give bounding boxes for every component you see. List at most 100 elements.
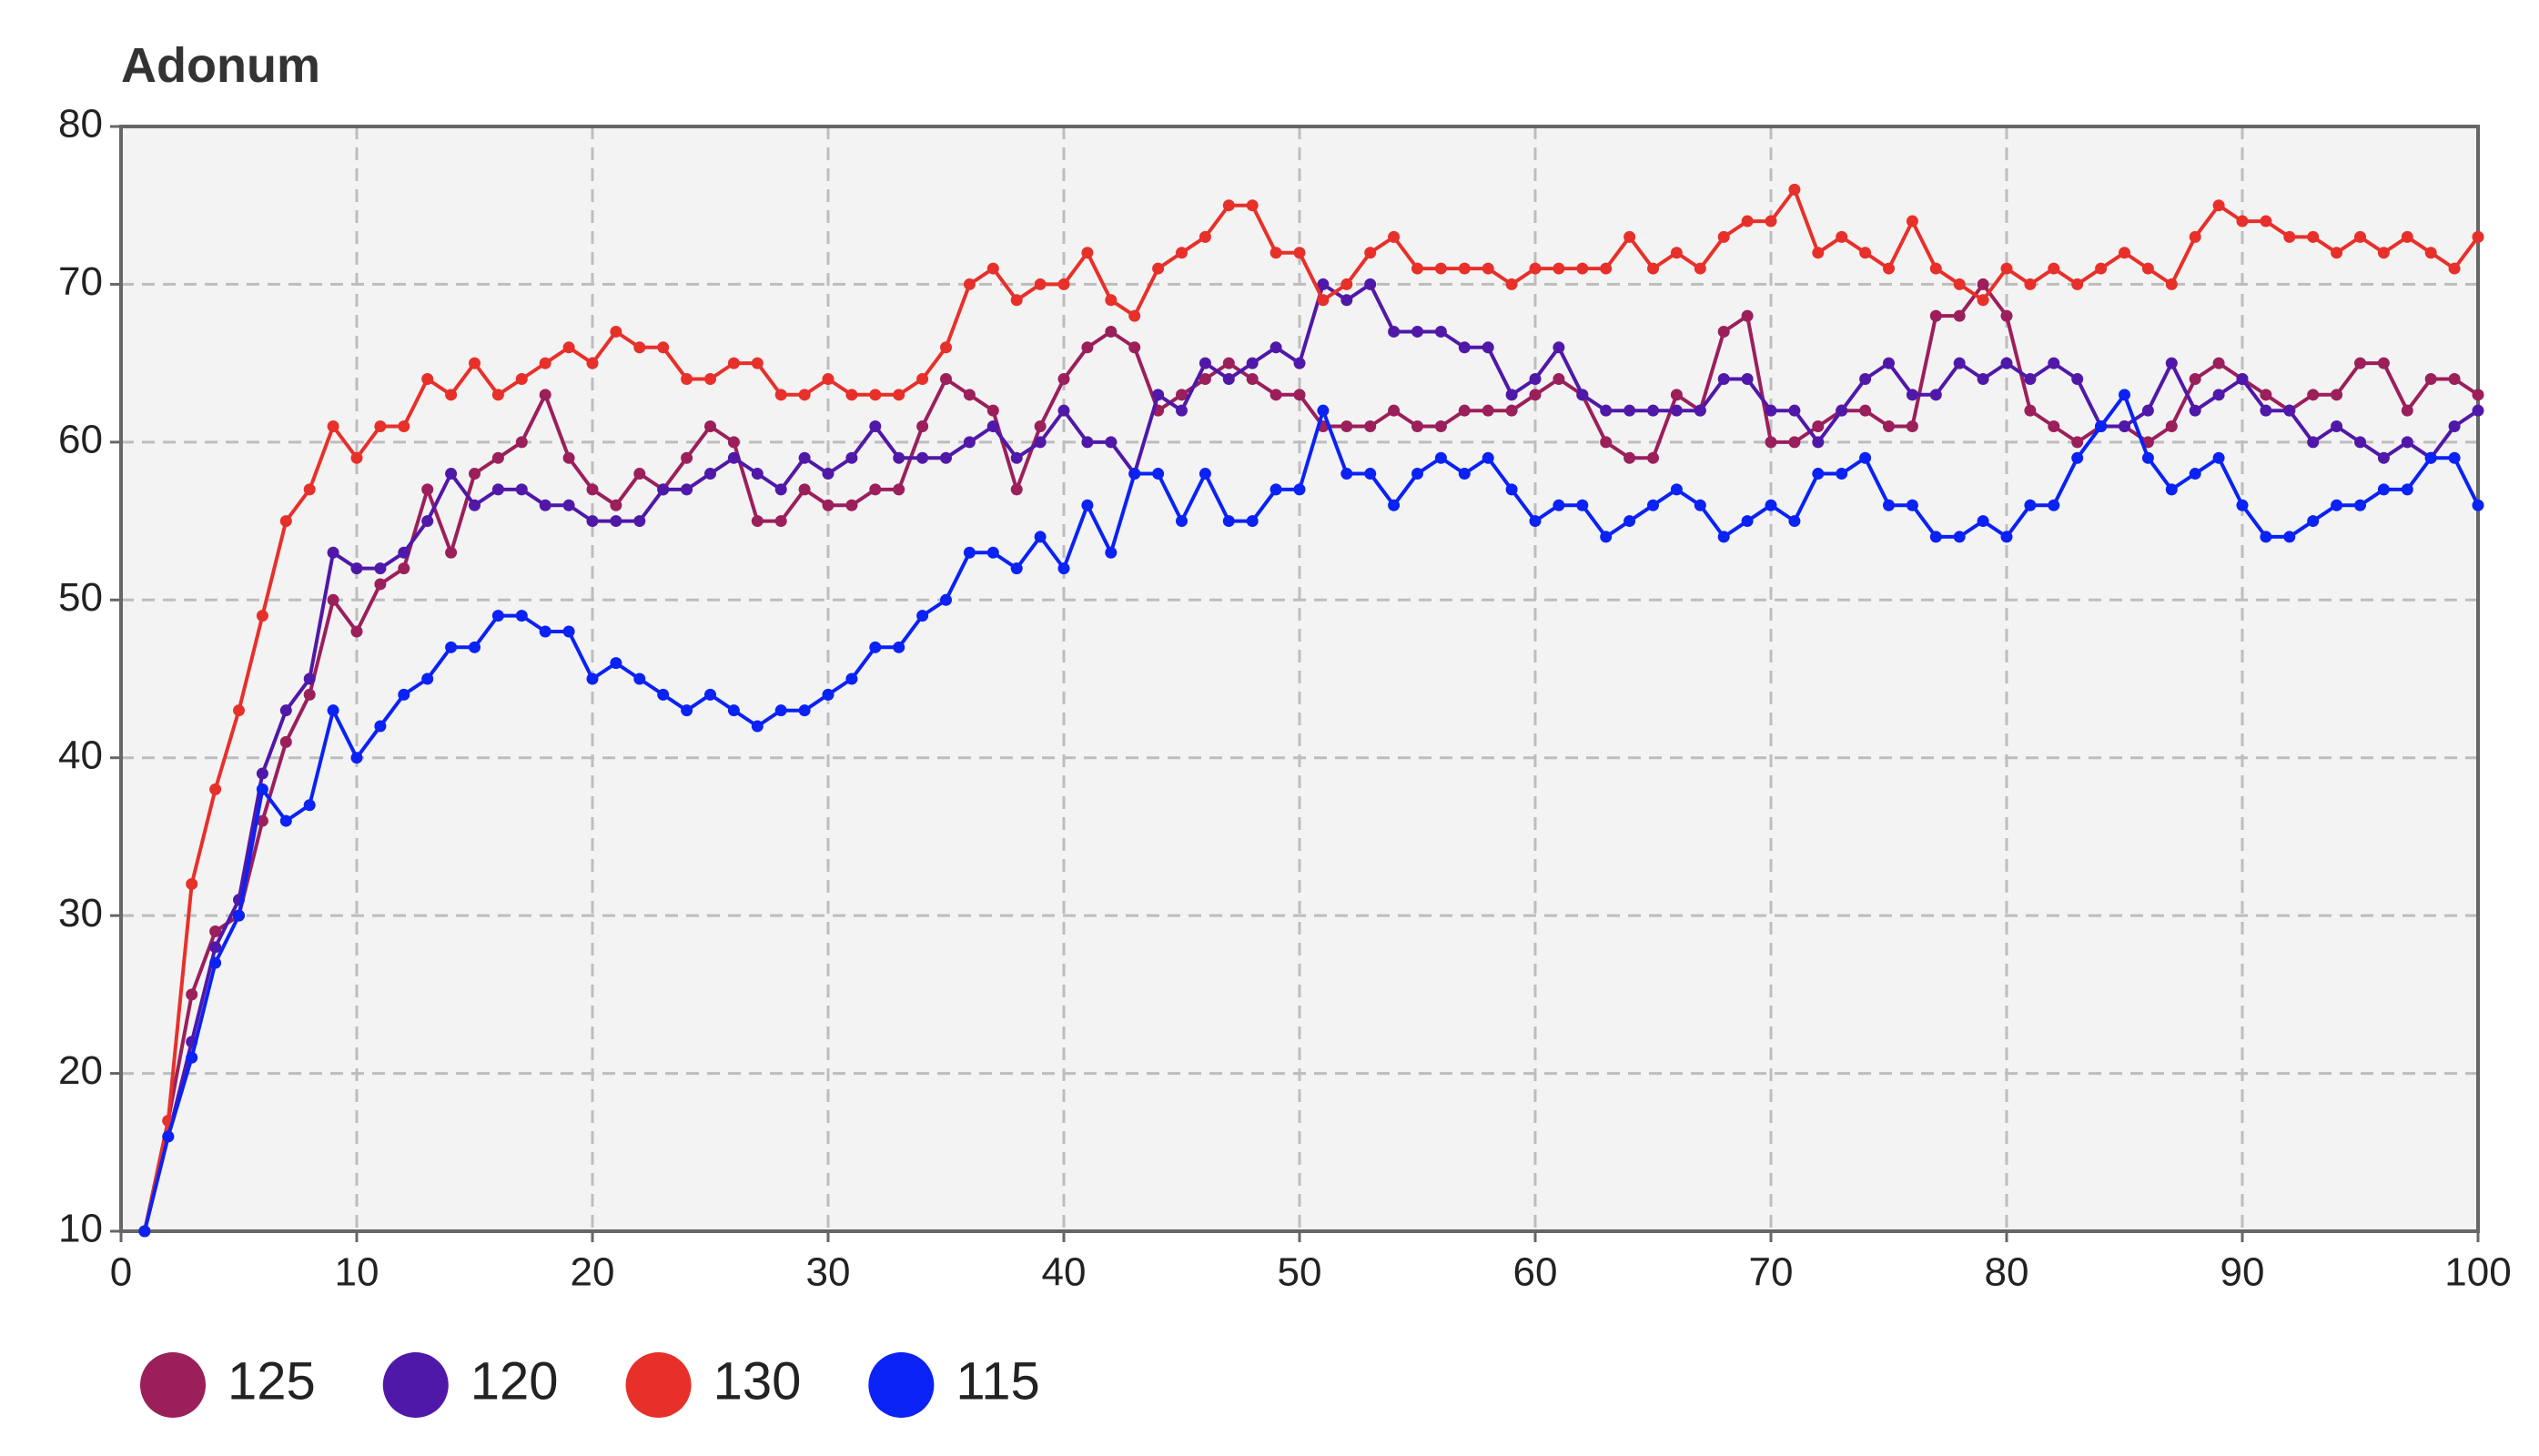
- data-point: [2472, 499, 2484, 511]
- data-point: [1176, 389, 1188, 401]
- data-point: [1317, 404, 1330, 417]
- data-point: [1953, 357, 1966, 369]
- data-point: [2354, 436, 2366, 449]
- data-point: [1859, 372, 1872, 385]
- data-point: [1553, 341, 1565, 354]
- series: [138, 278, 2484, 1238]
- data-point: [2401, 404, 2413, 417]
- data-point: [1128, 309, 1141, 322]
- data-point: [1883, 357, 1895, 369]
- data-point: [774, 483, 787, 496]
- data-point: [2354, 357, 2366, 369]
- data-point: [303, 799, 316, 812]
- data-point: [1977, 294, 1989, 307]
- data-point: [209, 941, 222, 954]
- data-point: [2165, 420, 2178, 433]
- data-point: [350, 451, 363, 464]
- data-point: [1741, 515, 1754, 528]
- data-point: [681, 704, 693, 717]
- data-point: [1576, 389, 1589, 401]
- data-point: [1859, 404, 1872, 417]
- data-point: [1411, 262, 1423, 275]
- data-point: [798, 483, 811, 496]
- data-point: [869, 641, 882, 653]
- data-point: [633, 341, 646, 354]
- data-point: [1836, 230, 1848, 243]
- data-point: [1929, 389, 1942, 401]
- data-point: [1034, 436, 1047, 449]
- data-point: [1057, 562, 1070, 575]
- data-point: [1836, 404, 1848, 417]
- data-point: [1505, 483, 1518, 496]
- data-point: [2307, 515, 2320, 528]
- data-point: [963, 436, 976, 449]
- data-point: [1812, 436, 1825, 449]
- data-point: [1364, 247, 1377, 259]
- data-point: [727, 357, 740, 369]
- data-point: [2048, 262, 2060, 275]
- x-tick-label: 0: [110, 1250, 132, 1295]
- data-point: [186, 877, 198, 890]
- data-point: [2424, 372, 2437, 385]
- data-point: [2260, 531, 2272, 543]
- data-point: [822, 688, 835, 701]
- data-point: [916, 372, 929, 385]
- data-point: [2424, 247, 2437, 259]
- data-point: [1364, 420, 1377, 433]
- data-point: [398, 420, 410, 433]
- data-point: [1411, 325, 1423, 338]
- data-point: [1788, 515, 1801, 528]
- data-point: [657, 688, 670, 701]
- data-point: [2071, 436, 2084, 449]
- series: [138, 183, 2484, 1238]
- data-point: [1458, 404, 1471, 417]
- data-point: [374, 420, 387, 433]
- data-point: [2236, 372, 2249, 385]
- data-point: [421, 515, 434, 528]
- data-point: [562, 625, 575, 638]
- data-point: [2331, 389, 2343, 401]
- data-point: [1246, 199, 1259, 212]
- data-point: [845, 672, 858, 685]
- data-point: [491, 483, 504, 496]
- data-point: [445, 641, 458, 653]
- legend-item: 115: [868, 1351, 1040, 1418]
- data-point: [727, 704, 740, 717]
- data-point: [1411, 420, 1423, 433]
- data-point: [1270, 389, 1282, 401]
- data-point: [1105, 325, 1118, 338]
- data-point: [986, 262, 999, 275]
- data-point: [1128, 341, 1141, 354]
- data-point: [1600, 404, 1613, 417]
- data-point: [2000, 531, 2013, 543]
- data-point: [2236, 215, 2249, 228]
- data-point: [469, 357, 480, 369]
- data-point: [986, 546, 999, 559]
- data-point: [303, 688, 316, 701]
- data-point: [2048, 499, 2060, 511]
- data-point: [1788, 404, 1801, 417]
- data-point: [1906, 215, 1918, 228]
- data-point: [1199, 372, 1211, 385]
- data-point: [2095, 262, 2108, 275]
- data-point: [893, 641, 905, 653]
- data-point: [1717, 372, 1730, 385]
- data-point: [2401, 483, 2413, 496]
- data-point: [940, 593, 952, 606]
- legend-swatch: [625, 1352, 692, 1418]
- data-point: [1034, 420, 1047, 433]
- x-tick-label: 80: [1985, 1250, 2029, 1295]
- data-point: [704, 468, 716, 480]
- x-tick-label: 10: [335, 1250, 379, 1295]
- data-point: [2472, 389, 2484, 401]
- data-point: [1270, 483, 1282, 496]
- data-point: [539, 499, 551, 511]
- data-point: [633, 672, 646, 685]
- data-point: [2331, 420, 2343, 433]
- data-point: [327, 546, 339, 559]
- data-point: [1929, 309, 1942, 322]
- data-point: [1765, 499, 1777, 511]
- data-point: [2260, 404, 2272, 417]
- data-point: [1482, 404, 1494, 417]
- data-point: [1246, 357, 1259, 369]
